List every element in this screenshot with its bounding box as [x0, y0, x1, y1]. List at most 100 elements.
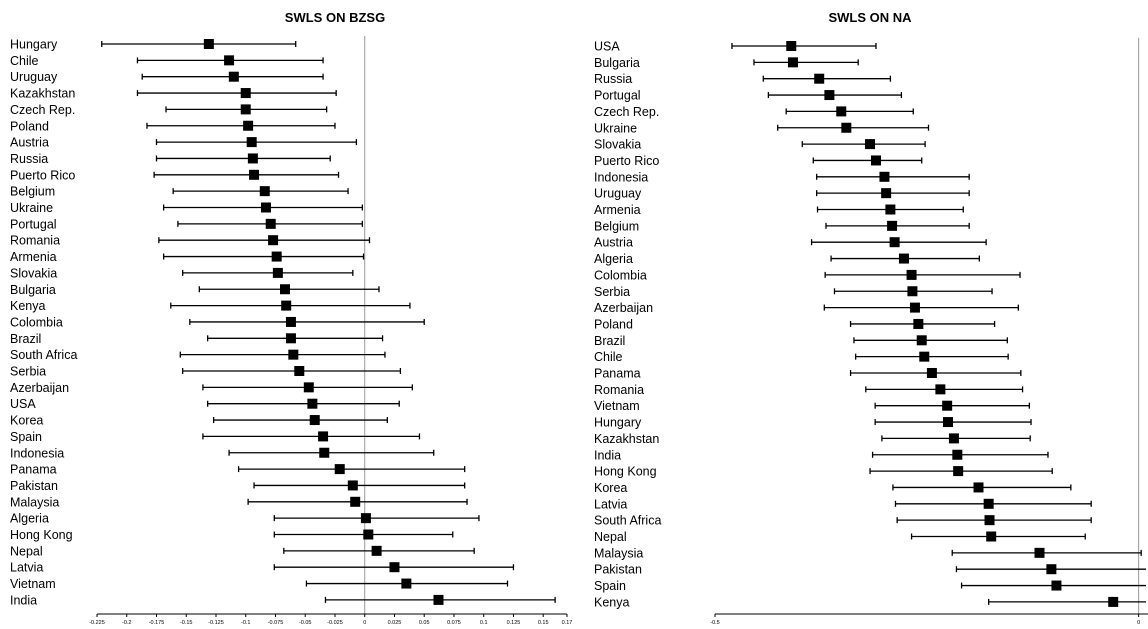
bzsg-x-tick-label: 0.17 — [562, 620, 573, 626]
na-row-label: India — [594, 448, 621, 462]
na-row-label: Brazil — [594, 334, 625, 348]
bzsg-x-tick-label: -0.1 — [241, 620, 250, 626]
na-point-estimate — [1046, 564, 1057, 575]
na-point-estimate — [916, 335, 927, 346]
bzsg-row-label: South Africa — [10, 348, 77, 362]
na-row-label: Indonesia — [594, 170, 648, 184]
na-point-estimate — [1108, 596, 1119, 607]
bzsg-x-tick-label: 0.025 — [388, 620, 402, 626]
bzsg-row-label: Spain — [10, 430, 42, 444]
bzsg-row-label: Azerbaijan — [10, 381, 69, 395]
na-point-estimate — [870, 155, 881, 166]
na-point-estimate — [926, 368, 937, 378]
na-point-estimate — [898, 253, 909, 264]
na-x-tick-label: -0.5 — [710, 620, 719, 626]
bzsg-x-tick-label: 0.075 — [447, 620, 461, 626]
na-point-estimate — [787, 57, 798, 68]
na-point-estimate — [786, 41, 797, 51]
bzsg-row-label: Korea — [10, 414, 43, 428]
na-row-label: Pakistan — [594, 563, 642, 577]
bzsg-point-estimate — [224, 55, 235, 66]
bzsg-point-estimate — [318, 431, 329, 442]
bzsg-point-estimate — [260, 202, 271, 213]
na-row-label: Austria — [594, 236, 633, 250]
bzsg-point-estimate — [319, 447, 330, 458]
na-row-label: Slovakia — [594, 138, 641, 152]
bzsg-x-tick-label: -0.225 — [89, 620, 105, 626]
bzsg-point-estimate — [240, 104, 251, 115]
bzsg-row-label: Bulgaria — [10, 283, 56, 297]
bzsg-point-estimate — [360, 513, 371, 524]
na-row-label: Puerto Rico — [594, 154, 659, 168]
bzsg-x-tick-label: -0.125 — [208, 620, 224, 626]
na-row-label: Serbia — [594, 285, 630, 299]
na-row-label: Algeria — [594, 252, 633, 266]
bzsg-point-estimate — [303, 382, 314, 393]
na-point-estimate — [906, 269, 917, 280]
bzsg-x-tick-label: -0.175 — [149, 620, 165, 626]
bzsg-point-estimate — [228, 71, 239, 82]
bzsg-x-tick-label: 0.15 — [538, 620, 549, 626]
bzsg-point-estimate — [288, 349, 299, 360]
bzsg-x-tick-label: -0.075 — [268, 620, 284, 626]
na-row-label: Panama — [594, 367, 641, 381]
bzsg-point-estimate — [389, 562, 400, 573]
bzsg-row-label: Russia — [10, 152, 48, 166]
na-x-tick-label: 0 — [1137, 620, 1140, 626]
bzsg-row-label: Armenia — [10, 250, 57, 264]
bzsg-point-estimate — [243, 120, 254, 131]
bzsg-row-label: Austria — [10, 136, 49, 150]
bzsg-point-estimate — [259, 186, 270, 197]
na-row-label: Colombia — [594, 268, 647, 282]
bzsg-row-label: Belgium — [10, 185, 55, 199]
na-point-estimate — [973, 482, 984, 493]
bzsg-row-label: Panama — [10, 463, 57, 477]
bzsg-row-label: Algeria — [10, 512, 49, 526]
na-row-label: Nepal — [594, 530, 627, 544]
bzsg-point-estimate — [433, 594, 444, 605]
na-row-label: Korea — [594, 481, 627, 495]
bzsg-point-estimate — [285, 333, 296, 344]
bzsg-point-estimate — [240, 88, 251, 99]
na-row-label: Poland — [594, 317, 633, 331]
bzsg-row-label: Latvia — [10, 561, 43, 575]
na-row-label: Czech Rep. — [594, 105, 659, 119]
bzsg-row-label: Hungary — [10, 38, 58, 52]
bzsg-point-estimate — [271, 251, 282, 262]
na-point-estimate — [889, 237, 900, 248]
na-row-label: Hong Kong — [594, 465, 657, 479]
bzsg-x-tick-label: -0.025 — [327, 620, 343, 626]
bzsg-row-label: Vietnam — [10, 577, 56, 591]
na-row-label: Chile — [594, 350, 623, 364]
na-point-estimate — [885, 204, 896, 215]
bzsg-row-label: Pakistan — [10, 479, 58, 493]
na-row-label: Hungary — [594, 416, 642, 430]
na-point-estimate — [983, 498, 994, 509]
panel-swls-on-na: SWLS ON NA -0.5 0 USA Bulgaria Russia Portuga… — [594, 10, 1148, 626]
bzsg-point-estimate — [371, 545, 382, 556]
bzsg-row-label: Brazil — [10, 332, 41, 346]
bzsg-x-tick-label: -0.2 — [122, 620, 131, 626]
bzsg-row-label: Kazakhstan — [10, 87, 75, 101]
bzsg-point-estimate — [281, 300, 292, 311]
na-row-label: Ukraine — [594, 121, 637, 135]
na-row-label: Bulgaria — [594, 56, 640, 70]
na-point-estimate — [881, 188, 892, 199]
bzsg-point-estimate — [334, 464, 345, 475]
na-point-estimate — [1034, 547, 1045, 558]
chart-title-na: SWLS ON NA — [828, 10, 912, 25]
na-point-estimate — [887, 220, 898, 231]
na-row-label: Belgium — [594, 219, 639, 233]
bzsg-row-label: Malaysia — [10, 495, 59, 509]
na-point-estimate — [935, 384, 946, 395]
na-row-label: USA — [594, 40, 620, 54]
bzsg-point-estimate — [363, 529, 374, 540]
bzsg-row-label: Indonesia — [10, 446, 64, 460]
bzsg-point-estimate — [294, 366, 305, 376]
na-marks: -0.5 0 USA Bulgaria Russia Portugal Czech Rep.… — [594, 38, 1148, 626]
bzsg-point-estimate — [247, 153, 258, 164]
na-point-estimate — [943, 417, 953, 428]
bzsg-row-label: Nepal — [10, 544, 43, 558]
na-row-label: Kazakhstan — [594, 432, 659, 446]
